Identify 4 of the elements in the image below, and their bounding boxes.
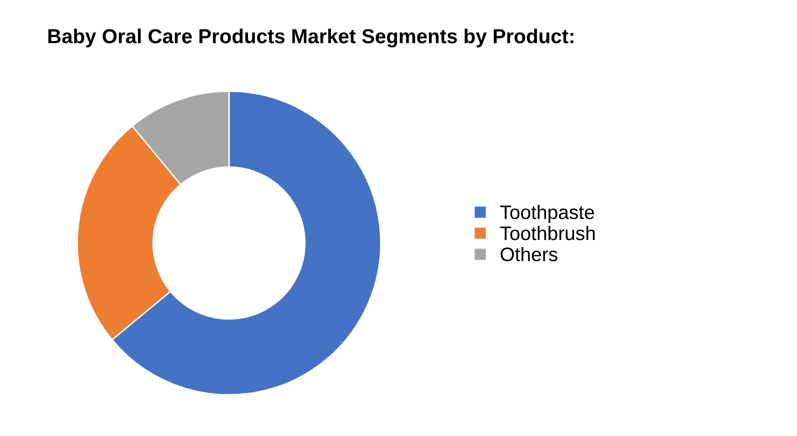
legend-label: Others bbox=[500, 246, 558, 262]
chart-title: Baby Oral Care Products Market Segments by Product: bbox=[48, 28, 574, 48]
legend-label: Toothpaste bbox=[500, 204, 594, 224]
legend-label: Toothbrush bbox=[500, 226, 595, 240]
